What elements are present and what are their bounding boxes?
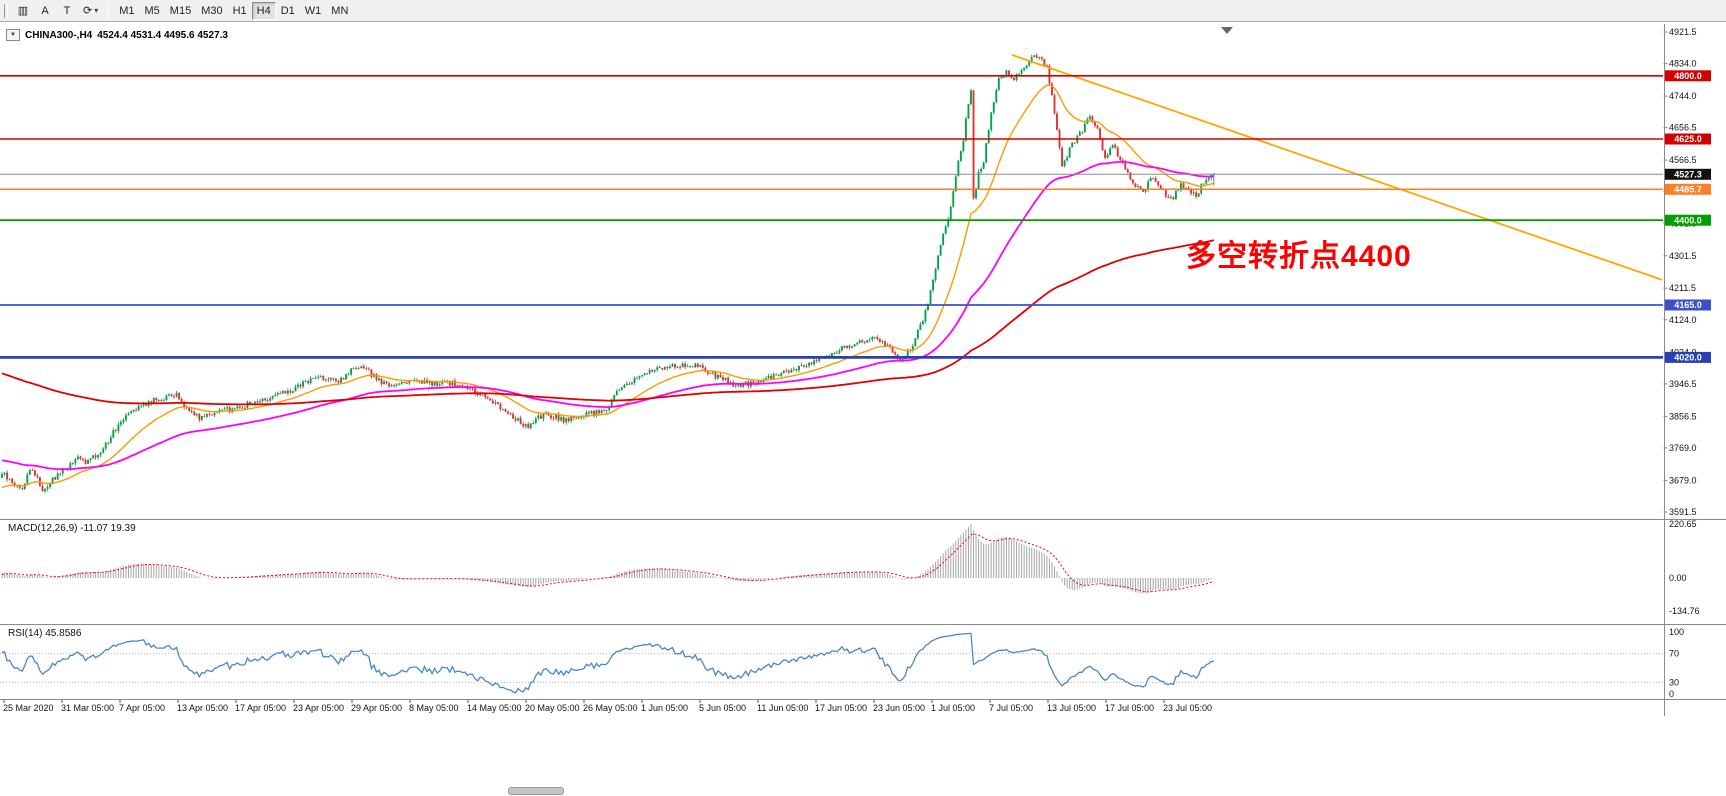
macd-indicator-label: MACD(12,26,9) -11.07 19.39	[8, 523, 136, 534]
svg-text:8 May 05:00: 8 May 05:00	[409, 703, 459, 713]
cycle-symbols-button[interactable]: ⟳ ▾	[78, 2, 103, 20]
svg-text:-134.76: -134.76	[1669, 606, 1700, 616]
svg-text:7 Jul 05:00: 7 Jul 05:00	[989, 703, 1033, 713]
text-tool-button[interactable]: T	[56, 2, 78, 20]
svg-text:30: 30	[1669, 677, 1679, 687]
svg-text:17 Jul 05:00: 17 Jul 05:00	[1105, 703, 1154, 713]
rsi-indicator-label: RSI(14) 45.8586	[8, 628, 82, 639]
timeframe-button-d1[interactable]: D1	[276, 2, 300, 20]
timeframe-button-w1[interactable]: W1	[300, 2, 327, 20]
svg-text:3856.5: 3856.5	[1669, 411, 1697, 421]
svg-text:13 Apr 05:00: 13 Apr 05:00	[177, 703, 228, 713]
svg-text:3769.0: 3769.0	[1669, 443, 1697, 453]
svg-text:11 Jun 05:00: 11 Jun 05:00	[757, 703, 808, 713]
svg-text:4527.3: 4527.3	[1674, 169, 1702, 179]
svg-text:70: 70	[1669, 649, 1679, 659]
symbol-header: ▼ CHINA300-,H4 4524.4 4531.4 4495.6 4527…	[6, 29, 228, 41]
timeframe-button-h1[interactable]: H1	[228, 2, 252, 20]
cursor-a-button[interactable]: A	[34, 2, 56, 20]
svg-text:3679.0: 3679.0	[1669, 475, 1697, 485]
timeframe-button-mn[interactable]: MN	[326, 2, 353, 20]
svg-text:0.00: 0.00	[1669, 573, 1687, 583]
timeframe-buttons: M1 M5 M15 M30 H1 H4 D1 W1 MN	[114, 1, 353, 20]
svg-text:23 Jul 05:00: 23 Jul 05:00	[1163, 703, 1212, 713]
svg-text:13 Jul 05:00: 13 Jul 05:00	[1047, 703, 1096, 713]
svg-text:4124.0: 4124.0	[1669, 315, 1697, 325]
toolbar-grip[interactable]	[4, 3, 8, 18]
svg-text:4400.0: 4400.0	[1674, 215, 1702, 225]
chart-type-button[interactable]: ▥	[12, 2, 34, 20]
svg-text:7 Apr 05:00: 7 Apr 05:00	[119, 703, 165, 713]
svg-text:4656.5: 4656.5	[1669, 123, 1697, 133]
svg-text:4625.0: 4625.0	[1674, 134, 1702, 144]
chart-annotation-text[interactable]: 多空转折点4400	[1186, 240, 1412, 273]
timeframe-button-m30[interactable]: M30	[196, 2, 227, 20]
svg-text:31 Mar 05:00: 31 Mar 05:00	[61, 703, 114, 713]
chevron-down-icon: ▾	[94, 6, 99, 15]
svg-text:23 Apr 05:00: 23 Apr 05:00	[293, 703, 344, 713]
svg-text:4566.5: 4566.5	[1669, 155, 1697, 165]
svg-text:17 Jun 05:00: 17 Jun 05:00	[815, 703, 867, 713]
svg-text:25 Mar 2020: 25 Mar 2020	[3, 703, 54, 713]
svg-text:3591.5: 3591.5	[1669, 507, 1697, 517]
toolbar-separator	[108, 3, 110, 18]
symbol-ohlc: 4524.4 4531.4 4495.6 4527.3	[97, 29, 228, 41]
svg-text:220.65: 220.65	[1669, 519, 1697, 529]
svg-text:4744.0: 4744.0	[1669, 91, 1697, 101]
svg-text:4301.5: 4301.5	[1669, 251, 1697, 261]
svg-text:100: 100	[1669, 627, 1684, 637]
cycle-icon: ⟳	[83, 5, 93, 17]
svg-text:4800.0: 4800.0	[1674, 71, 1702, 81]
toolbar: ▥ A T ⟳ ▾ M1 M5 M15 M30 H1 H4 D1 W1 MN	[0, 0, 1726, 22]
timeframe-button-m5[interactable]: M5	[140, 2, 165, 20]
timeframe-button-h4[interactable]: H4	[251, 1, 276, 20]
svg-text:14 May 05:00: 14 May 05:00	[467, 703, 522, 713]
svg-text:29 Apr 05:00: 29 Apr 05:00	[351, 703, 402, 713]
svg-text:4834.0: 4834.0	[1669, 59, 1697, 69]
svg-text:5 Jun 05:00: 5 Jun 05:00	[699, 703, 746, 713]
svg-text:4485.7: 4485.7	[1674, 184, 1702, 194]
svg-text:1 Jul 05:00: 1 Jul 05:00	[931, 703, 975, 713]
bar-chart-icon: ▥	[17, 5, 29, 17]
chart-list-toggle[interactable]: ▼	[6, 29, 20, 41]
horizontal-scrollbar-thumb[interactable]	[508, 787, 564, 795]
timeframe-button-m15[interactable]: M15	[165, 2, 196, 20]
svg-text:3946.5: 3946.5	[1669, 379, 1697, 389]
svg-text:26 May 05:00: 26 May 05:00	[583, 703, 638, 713]
svg-text:23 Jun 05:00: 23 Jun 05:00	[873, 703, 925, 713]
svg-text:17 Apr 05:00: 17 Apr 05:00	[235, 703, 286, 713]
symbol-title: CHINA300-,H4	[25, 29, 93, 41]
svg-text:4020.0: 4020.0	[1674, 353, 1702, 363]
letter-t-icon: T	[63, 4, 71, 17]
chart-shift-marker[interactable]	[1221, 27, 1233, 34]
svg-text:20 May 05:00: 20 May 05:00	[525, 703, 580, 713]
svg-text:0: 0	[1669, 689, 1674, 699]
timeframe-button-m1[interactable]: M1	[114, 2, 139, 20]
svg-text:4211.5: 4211.5	[1669, 283, 1696, 293]
letter-a-icon: A	[41, 4, 49, 17]
svg-text:1 Jun 05:00: 1 Jun 05:00	[641, 703, 688, 713]
svg-text:4921.5: 4921.5	[1669, 27, 1697, 37]
svg-text:4165.0: 4165.0	[1674, 300, 1702, 310]
